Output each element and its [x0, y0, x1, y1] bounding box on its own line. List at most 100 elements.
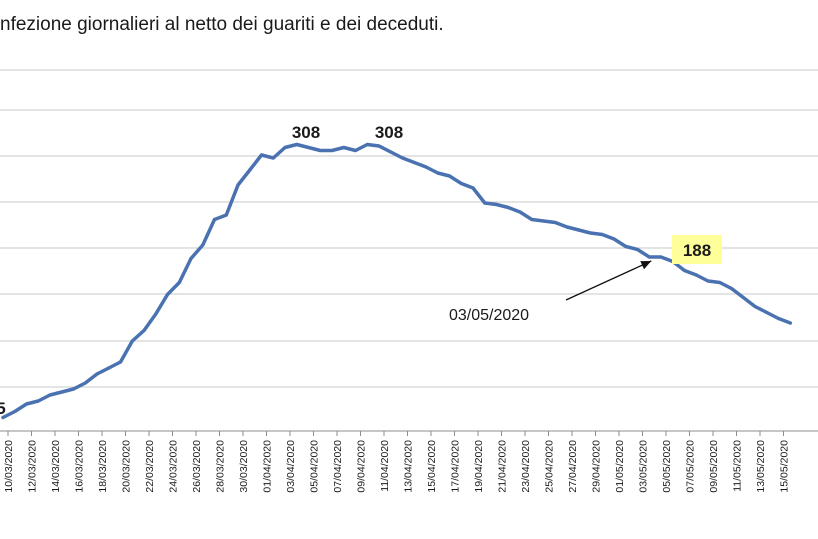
- x-tick-label: 24/03/2020: [168, 440, 180, 493]
- x-tick-label: 16/03/2020: [74, 440, 86, 493]
- data-point: [271, 156, 275, 160]
- annotation-arrowhead: [640, 261, 652, 270]
- x-tick-label: 11/05/2020: [732, 440, 744, 492]
- x-tick-label: 05/05/2020: [661, 440, 673, 493]
- x-tick-label: 11/04/2020: [379, 440, 391, 492]
- data-point: [365, 142, 369, 147]
- x-tick-label: 10/03/2020: [3, 440, 15, 493]
- x-tick-label: 07/05/2020: [685, 440, 697, 493]
- data-label-highlight: [672, 235, 722, 264]
- data-point: [530, 217, 534, 222]
- x-tick-label: 25/04/2020: [544, 440, 556, 493]
- data-point: [36, 399, 40, 403]
- data-point: [306, 145, 311, 150]
- data-point: [377, 144, 381, 148]
- data-point: [95, 372, 99, 376]
- data-point: [330, 148, 334, 153]
- data-point: [389, 150, 393, 154]
- x-tick-label: 13/05/2020: [755, 440, 767, 493]
- data-point: [600, 232, 604, 237]
- data-point: [741, 295, 745, 300]
- x-tick-label: 05/04/2020: [309, 440, 321, 493]
- data-point: [471, 186, 475, 190]
- gridlines: [0, 69, 818, 388]
- data-point: [718, 280, 722, 285]
- data-point: [48, 393, 52, 397]
- x-tick-label: 21/04/2020: [497, 440, 509, 493]
- x-tick-label: 17/04/2020: [450, 440, 462, 493]
- x-tick-label: 01/04/2020: [262, 440, 274, 493]
- annotation-layer: 03/05/2020: [449, 260, 652, 324]
- x-tick-label: 09/05/2020: [708, 440, 720, 493]
- data-point: [483, 201, 487, 205]
- x-tick-label: 09/04/2020: [356, 440, 368, 493]
- data-label-layer: 5 308 308 188: [0, 123, 722, 418]
- chart-title: nfezione giornalieri al netto dei guarit…: [0, 14, 444, 35]
- x-tick-label: 03/04/2020: [285, 440, 297, 493]
- data-point: [236, 183, 240, 187]
- data-point: [612, 237, 616, 241]
- x-tick-label: 15/05/2020: [779, 440, 791, 493]
- data-label: 188: [683, 241, 711, 260]
- data-point: [248, 168, 252, 172]
- data-point: [447, 174, 452, 178]
- data-point: [118, 360, 123, 364]
- data-point: [565, 225, 569, 229]
- data-point: [259, 153, 264, 157]
- data-point: [342, 145, 346, 150]
- data-point: [459, 181, 463, 186]
- data-point: [165, 292, 170, 297]
- data-point: [659, 255, 663, 259]
- x-tick-label: 30/03/2020: [238, 440, 250, 493]
- data-point: [412, 160, 416, 165]
- data-point: [647, 255, 651, 259]
- x-tick-label: 27/04/2020: [567, 440, 579, 493]
- data-point: [71, 387, 76, 391]
- x-tick-label: 14/03/2020: [50, 440, 62, 493]
- data-point: [224, 213, 228, 217]
- data-point: [142, 328, 146, 333]
- data-point: [729, 286, 734, 291]
- x-tick-label: 13/04/2020: [403, 440, 415, 493]
- data-point: [353, 148, 358, 153]
- data-point: [765, 310, 769, 315]
- data-point: [83, 381, 87, 385]
- data-point: [577, 228, 581, 232]
- data-point: [624, 244, 628, 249]
- x-axis: 10/03/2020 12/03/2020 14/03/2020 16/03/2020…: [0, 430, 818, 493]
- x-tick-label: 26/03/2020: [191, 440, 203, 493]
- data-point: [318, 148, 322, 153]
- data-point: [682, 268, 687, 273]
- data-point: [154, 312, 158, 316]
- data-point: [788, 321, 792, 325]
- series-line-0: [1, 142, 793, 420]
- x-tick-label: 22/03/2020: [144, 440, 156, 493]
- data-point: [553, 220, 557, 225]
- data-label: 308: [375, 123, 403, 142]
- data-point: [177, 280, 181, 285]
- x-tick-label: 23/04/2020: [520, 440, 532, 493]
- x-tick-label: 28/03/2020: [215, 440, 227, 493]
- x-tick-label: 01/05/2020: [614, 440, 626, 493]
- x-tick-label: 03/05/2020: [638, 440, 650, 493]
- series-layer: [1, 142, 793, 420]
- x-tick-label: 19/04/2020: [473, 440, 485, 493]
- data-point: [212, 217, 217, 222]
- data-point: [518, 210, 522, 214]
- data-point: [24, 402, 29, 406]
- data-point: [60, 390, 64, 394]
- x-tick-label: 18/03/2020: [97, 440, 109, 493]
- annotation-arrow: [565, 260, 652, 301]
- data-point: [776, 316, 781, 321]
- data-point: [506, 205, 510, 210]
- data-point: [588, 231, 593, 235]
- data-point: [189, 256, 193, 261]
- data-point: [295, 142, 299, 147]
- x-tick-label: 20/03/2020: [121, 440, 133, 493]
- x-tick-label: 29/04/2020: [591, 440, 603, 493]
- data-point: [694, 273, 698, 277]
- data-point: [13, 409, 17, 414]
- data-point: [424, 165, 428, 169]
- data-point: [706, 279, 710, 283]
